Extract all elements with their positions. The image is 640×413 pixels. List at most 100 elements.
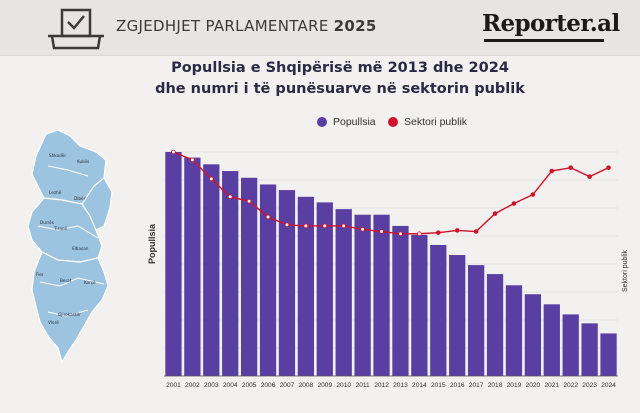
map-label-region: Shkodër	[49, 153, 66, 158]
x-tick-2017: 2017	[469, 382, 484, 389]
map-label-region: Kukës	[77, 159, 89, 164]
bar-popullsia-2014	[411, 234, 428, 376]
map-label-region: Korçë	[84, 280, 96, 285]
line-sektori-publik	[173, 151, 609, 235]
x-tick-2013: 2013	[393, 382, 408, 389]
point-sektori-2002	[190, 157, 195, 163]
chart-title: Popullsia e Shqipërisë më 2013 dhe 2024	[171, 60, 509, 76]
point-sektori-2014	[417, 231, 422, 237]
bar-popullsia-2023	[581, 323, 598, 376]
x-tick-2016: 2016	[450, 382, 465, 389]
map-region-divider-2	[37, 225, 99, 239]
point-sektori-2004	[227, 194, 233, 200]
point-sektori-2011	[360, 226, 365, 232]
reporter-logo[interactable]: Reporter.al	[482, 10, 620, 37]
x-tick-2001: 2001	[166, 382, 181, 389]
point-sektori-2007	[284, 222, 290, 228]
x-tick-2019: 2019	[507, 382, 522, 389]
point-sektori-2001	[171, 149, 176, 155]
point-sektori-2009	[322, 223, 328, 229]
ballot-box-icon	[48, 8, 104, 50]
bar-popullsia-2024	[600, 333, 617, 376]
map-label-region: Gjirokastër	[58, 312, 81, 317]
header-bar: ZGJEDHJET PARLAMENTARE 2025 Reporter.al	[0, 0, 640, 56]
x-tick-2011: 2011	[356, 382, 371, 389]
legend-item-sektori: Sektori publik	[388, 116, 467, 128]
chart-bars	[165, 152, 617, 376]
map-label-region: Vlorë	[48, 320, 59, 325]
header-title: ZGJEDHJET PARLAMENTARE 2025	[116, 17, 377, 35]
x-tick-2006: 2006	[261, 382, 276, 389]
point-sektori-2020	[530, 192, 536, 197]
legend-dot-sektori	[388, 117, 398, 127]
x-tick-2022: 2022	[563, 382, 578, 389]
map-region-divider-1	[47, 165, 89, 177]
x-tick-2010: 2010	[336, 382, 351, 389]
bar-popullsia-2007	[278, 190, 296, 376]
x-tick-2004: 2004	[223, 382, 238, 389]
chart-x-ticks: 2001 2002 2003 2004 2005 2006 2007 2008 2009 2010…	[166, 382, 616, 389]
map-label-region: Fier	[36, 272, 44, 277]
y-axis-title: Popullsia	[147, 223, 157, 264]
map-label-region: Durrës	[40, 220, 54, 225]
bar-popullsia-2013	[392, 225, 409, 376]
bar-popullsia-2009	[316, 202, 333, 376]
point-sektori-2003	[208, 176, 214, 182]
point-sektori-2010	[341, 223, 347, 229]
bar-popullsia-2004	[222, 171, 239, 376]
map-label-region: Lezhë	[49, 190, 62, 195]
bar-popullsia-2022	[562, 314, 579, 376]
map-region-divider-3	[39, 277, 105, 287]
map-region-divider-4	[47, 309, 89, 317]
bar-popullsia-2017	[467, 265, 485, 376]
map-region-east-ridge	[81, 177, 113, 231]
x-tick-2003: 2003	[204, 382, 219, 389]
point-sektori-2017	[473, 229, 479, 234]
point-sektori-2016	[454, 228, 460, 233]
x-tick-2007: 2007	[280, 382, 295, 389]
bar-popullsia-2006	[259, 184, 277, 376]
bar-popullsia-2011	[354, 214, 371, 376]
chart-line	[164, 149, 618, 377]
point-sektori-2024	[606, 165, 611, 170]
map-label-region: Tiranë	[53, 226, 68, 231]
point-sektori-2006	[265, 214, 271, 220]
x-tick-2020: 2020	[526, 382, 541, 389]
map-label-region: Elbasan	[72, 246, 89, 251]
point-sektori-2022	[568, 165, 574, 170]
bar-popullsia-2003	[203, 164, 220, 376]
header-title-year: 2025	[333, 17, 377, 35]
map-region-south	[31, 251, 109, 364]
legend-dot-popullsia	[317, 117, 327, 127]
x-tick-2018: 2018	[488, 382, 503, 389]
bar-popullsia-2005	[240, 177, 258, 376]
point-sektori-2005	[246, 198, 252, 204]
point-sektori-2012	[379, 229, 384, 234]
chart-subtitle: dhe numri i të punësuarve në sektorin pu…	[155, 81, 525, 97]
bar-popullsia-2016	[449, 255, 466, 376]
x-tick-2005: 2005	[242, 382, 257, 389]
x-tick-2014: 2014	[412, 382, 427, 389]
legend-label-sektori: Sektori publik	[404, 116, 468, 128]
bar-popullsia-2019	[505, 285, 523, 376]
chart-legend: Popullsia Sektori publik	[0, 116, 640, 132]
point-sektori-2008	[303, 223, 309, 229]
x-tick-2009: 2009	[317, 382, 332, 389]
point-sektori-2021	[549, 168, 555, 174]
header-title-main: ZGJEDHJET PARLAMENTARE	[116, 17, 329, 35]
map-label-region: Dibër	[74, 196, 86, 201]
point-sektori-2018	[492, 211, 498, 216]
bar-popullsia-2018	[486, 274, 504, 376]
bar-popullsia-2021	[543, 304, 560, 376]
legend-item-popullsia: Popullsia	[317, 116, 376, 128]
bar-popullsia-2001	[165, 152, 182, 376]
x-tick-2012: 2012	[374, 382, 389, 389]
x-tick-2002: 2002	[185, 382, 200, 389]
x-tick-2008: 2008	[299, 382, 314, 389]
point-sektori-2013	[398, 231, 403, 237]
bar-popullsia-2008	[297, 196, 315, 376]
x-tick-2021: 2021	[544, 382, 559, 389]
bar-popullsia-2015	[430, 244, 447, 376]
